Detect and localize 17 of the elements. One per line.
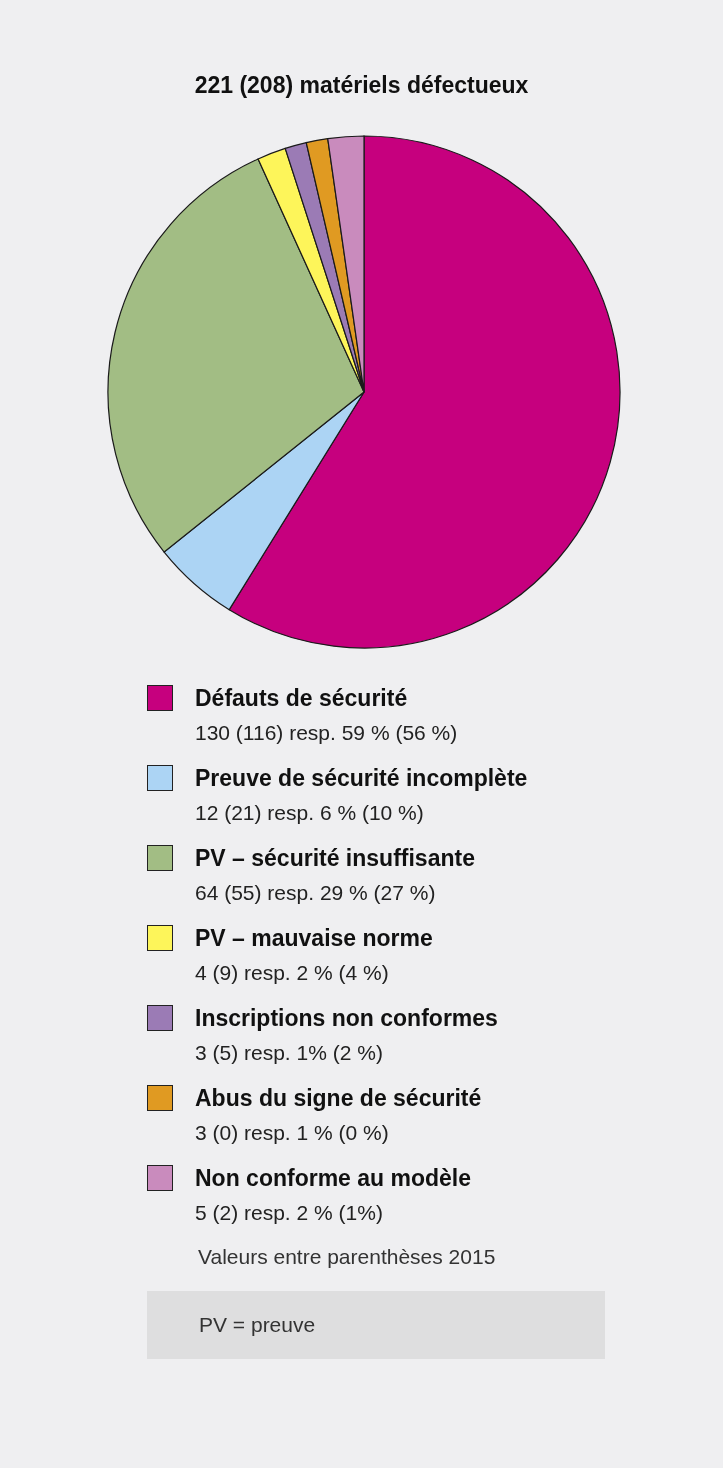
legend-label: Preuve de sécurité incomplète [195, 764, 528, 792]
data-label: 12 (21) resp. 6 % (10 %) [195, 800, 425, 826]
data-label: 3 (0) resp. 1 % (0 %) [195, 1120, 390, 1146]
legend-label: Abus du signe de sécurité [195, 1084, 482, 1112]
legend-label: PV – sécurité insuffisante [195, 844, 475, 872]
data-label: 4 (9) resp. 2 % (4 %) [195, 960, 390, 986]
text: PV = preuve [147, 1291, 605, 1359]
legend-label: Défauts de sécurité [195, 684, 408, 712]
text: Valeurs entre parenthèses 2015 [198, 1245, 497, 1269]
legend-label: PV – mauvaise norme [195, 924, 433, 952]
data-label: 64 (55) resp. 29 % (27 %) [195, 880, 437, 906]
data-label: 3 (5) resp. 1% (2 %) [195, 1040, 384, 1066]
data-label: 130 (116) resp. 59 % (56 %) [195, 720, 459, 746]
data-label: 5 (2) resp. 2 % (1%) [195, 1200, 384, 1226]
legend-label: Non conforme au modèle [195, 1164, 472, 1192]
legend-label: Inscriptions non conformes [195, 1004, 498, 1032]
chart-title: 221 (208) matériels défectueux [193, 72, 530, 99]
